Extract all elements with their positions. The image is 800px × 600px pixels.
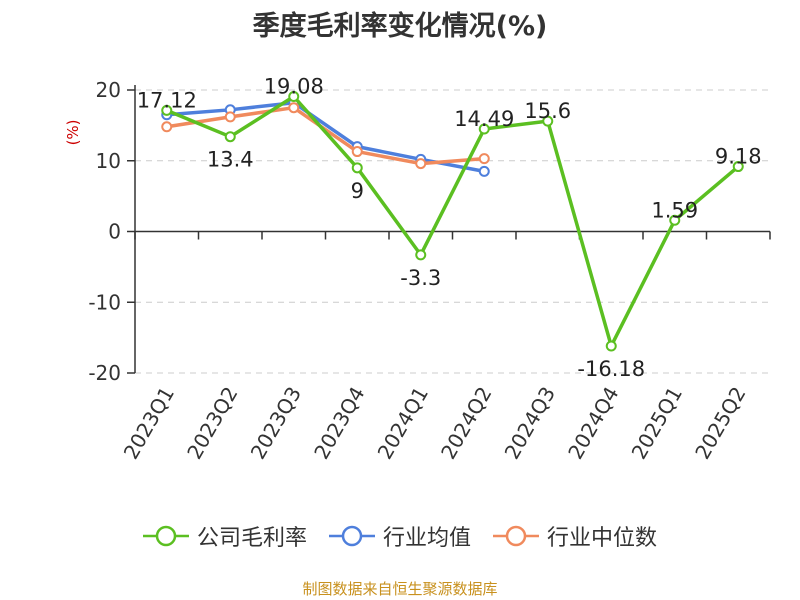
x-tick-label: 2024Q3 <box>500 383 560 464</box>
data-point <box>351 146 363 158</box>
x-tick-label: 2024Q4 <box>563 383 623 464</box>
x-tick-label: 2023Q2 <box>182 383 242 464</box>
x-tick-label: 2023Q4 <box>309 383 369 464</box>
legend-item[interactable]: 公司毛利率 <box>142 520 307 552</box>
data-label: 9 <box>351 179 364 203</box>
x-tick-label: 2025Q2 <box>690 383 750 464</box>
data-point <box>542 115 554 127</box>
legend-label: 公司毛利率 <box>196 526 307 551</box>
x-tick-label: 2024Q2 <box>436 383 496 464</box>
x-tick-label: 2023Q3 <box>246 383 306 464</box>
data-point <box>415 249 427 261</box>
data-point <box>288 91 300 103</box>
legend-marker-icon <box>328 525 375 547</box>
legend-item[interactable]: 行业均值 <box>328 520 471 552</box>
data-point <box>224 111 236 123</box>
legend: 公司毛利率 行业均值 行业中位数 <box>0 520 800 552</box>
data-point <box>224 131 236 143</box>
data-point <box>669 214 681 226</box>
data-label: 14.49 <box>454 107 514 131</box>
chart-title: 季度毛利率变化情况(%) <box>252 11 548 42</box>
x-tick-label: 2024Q1 <box>373 383 433 464</box>
y-axis-label: (%) <box>64 119 82 145</box>
legend-label: 行业中位数 <box>547 526 658 551</box>
data-label: 1.59 <box>651 198 698 222</box>
legend-item[interactable]: 行业中位数 <box>493 520 657 552</box>
legend-label: 行业均值 <box>382 526 471 551</box>
data-point <box>605 340 617 352</box>
data-label: 15.6 <box>524 99 571 123</box>
data-point <box>351 162 363 174</box>
data-point <box>732 161 744 173</box>
y-tick-label: 10 <box>96 149 121 173</box>
x-tick-label: 2023Q1 <box>119 383 179 464</box>
data-label: 13.4 <box>207 148 254 172</box>
data-label: 19.08 <box>264 75 324 99</box>
x-tick-label: 2025Q1 <box>627 383 687 464</box>
data-label: 9.18 <box>715 145 762 169</box>
data-point <box>288 102 300 114</box>
data-point <box>161 121 173 133</box>
legend-marker-icon <box>142 525 189 547</box>
data-point <box>478 153 490 165</box>
legend-marker-icon <box>493 525 539 547</box>
data-point <box>478 123 490 135</box>
data-point <box>161 104 173 116</box>
y-tick-label: 20 <box>96 78 121 102</box>
y-tick-label: -20 <box>88 361 121 385</box>
y-tick-label: 0 <box>108 220 121 244</box>
data-label: -16.18 <box>577 357 645 381</box>
series-line-0 <box>166 94 740 348</box>
data-point <box>478 165 490 177</box>
data-point <box>415 158 427 170</box>
y-tick-label: -10 <box>88 290 121 314</box>
data-label: -3.3 <box>400 266 441 290</box>
source-note: 制图数据来自恒生聚源数据库 <box>302 580 498 598</box>
data-label: 17.12 <box>137 88 197 112</box>
